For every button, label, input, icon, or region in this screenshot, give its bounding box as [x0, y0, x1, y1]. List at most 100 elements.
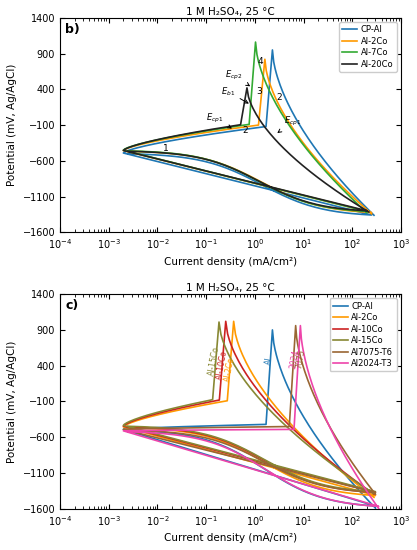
Line: Al7075-T6: Al7075-T6 [123, 326, 375, 494]
Title: 1 M H₂SO₄, 25 °C: 1 M H₂SO₄, 25 °C [186, 283, 275, 293]
Al7075-T6 [373, 491, 378, 497]
Al-10Co [223, 318, 228, 324]
Al-2Co [230, 332, 235, 338]
Al-15Co [216, 332, 221, 338]
Al-10Co [126, 424, 131, 430]
Al-2Co [126, 148, 131, 155]
Text: Al-2Co: Al-2Co [223, 356, 236, 382]
Line: Al-15Co: Al-15Co [123, 322, 375, 493]
Al-2Co [261, 67, 266, 74]
Al-15Co [126, 423, 131, 430]
Al7075-T6 [334, 436, 339, 443]
Text: $E_{cp2}$: $E_{cp2}$ [226, 69, 249, 86]
Al2024-T3 [126, 428, 131, 435]
Al-2Co [304, 437, 309, 443]
Al2024-T3 [297, 340, 302, 346]
Al7075-T6 [257, 424, 262, 430]
Line: Al-2Co: Al-2Co [123, 321, 375, 497]
CP-Al [270, 47, 275, 53]
CP-Al [269, 59, 274, 66]
Al-20Co [308, 168, 313, 175]
Al-10Co [222, 337, 227, 343]
Text: 3: 3 [256, 87, 261, 96]
CP-Al [299, 125, 304, 132]
Al7075-T6 [317, 403, 322, 409]
Text: 2: 2 [276, 93, 282, 102]
Al-20Co [217, 125, 222, 131]
Line: CP-Al: CP-Al [123, 330, 375, 508]
Al-7Co [251, 58, 256, 65]
Al-15Co [371, 490, 376, 497]
Al-20Co [236, 168, 241, 174]
Al-20Co [367, 209, 372, 216]
Title: 1 M H₂SO₄, 25 °C: 1 M H₂SO₄, 25 °C [186, 7, 275, 17]
Al-2Co [126, 425, 131, 431]
Al7075-T6 [293, 322, 298, 329]
Al-15Co [194, 400, 199, 406]
Al7075-T6 [291, 346, 296, 353]
CP-Al [126, 151, 131, 157]
Text: 1: 1 [163, 144, 169, 153]
Text: Al: Al [264, 357, 274, 366]
CP-Al [239, 171, 244, 178]
Legend: CP-Al, Al-2Co, Al-10Co, Al-15Co, Al7075-T6, Al2024-T3: CP-Al, Al-2Co, Al-10Co, Al-15Co, Al7075-… [330, 298, 397, 371]
Text: 4: 4 [258, 57, 264, 66]
Al-7Co [126, 147, 131, 154]
Al-7Co [364, 210, 369, 216]
Al-2Co [232, 125, 237, 131]
Text: c): c) [65, 300, 78, 312]
Al-15Co [296, 434, 301, 441]
Al-2Co [261, 72, 266, 78]
Al-20Co [244, 91, 249, 97]
Al2024-T3 [261, 426, 266, 433]
Al-2Co [231, 318, 236, 324]
Al-7Co [224, 124, 229, 131]
Al-2Co [262, 56, 267, 63]
Al-7Co [253, 39, 258, 45]
Al-2Co [294, 130, 299, 136]
Al-10Co [200, 400, 205, 406]
Line: Al-7Co: Al-7Co [123, 42, 367, 213]
Text: 7075: 7075 [294, 349, 306, 369]
Al-7Co [286, 120, 291, 127]
Text: $E_{cp1}$: $E_{cp1}$ [206, 112, 231, 128]
Al-2Co [239, 169, 244, 175]
Line: Al-2Co: Al-2Co [123, 59, 372, 214]
CP-Al [238, 422, 243, 428]
Al-2Co [272, 402, 277, 409]
CP-Al [373, 505, 378, 512]
CP-Al [269, 65, 274, 72]
Al-15Co [216, 319, 221, 326]
Al-2Co [372, 494, 377, 501]
Al2024-T3 [321, 410, 326, 416]
Text: Al-10Co: Al-10Co [215, 349, 229, 380]
Line: Al2024-T3: Al2024-T3 [123, 326, 379, 509]
Al-20Co [243, 94, 248, 100]
Line: Al-20Co: Al-20Co [123, 88, 369, 212]
Al-15Co [261, 400, 266, 407]
Text: 2: 2 [242, 126, 248, 135]
CP-Al [238, 126, 243, 133]
Al-10Co [372, 491, 377, 497]
CP-Al [241, 453, 246, 459]
X-axis label: Current density (mA/cm²): Current density (mA/cm²) [164, 533, 297, 543]
Text: Al-15Co: Al-15Co [207, 345, 221, 376]
Text: $E_{cp1}$: $E_{cp1}$ [278, 115, 301, 133]
CP-Al [300, 411, 305, 418]
CP-Al [269, 349, 274, 356]
Al-10Co [300, 434, 305, 441]
Al-7Co [236, 168, 241, 174]
Al2024-T3 [298, 322, 303, 329]
Text: b): b) [65, 23, 80, 36]
Al-2Co [318, 160, 323, 167]
Al-20Co [280, 144, 285, 150]
CP-Al [372, 212, 377, 218]
Text: $E_{b1}$: $E_{b1}$ [221, 85, 248, 103]
Al-15Co [241, 445, 246, 452]
Al7075-T6 [292, 339, 297, 346]
Al2024-T3 [376, 505, 381, 512]
Line: Al-10Co: Al-10Co [123, 321, 375, 494]
Text: 2024: 2024 [289, 349, 301, 369]
CP-Al [126, 427, 131, 433]
Al-10Co [222, 331, 227, 338]
